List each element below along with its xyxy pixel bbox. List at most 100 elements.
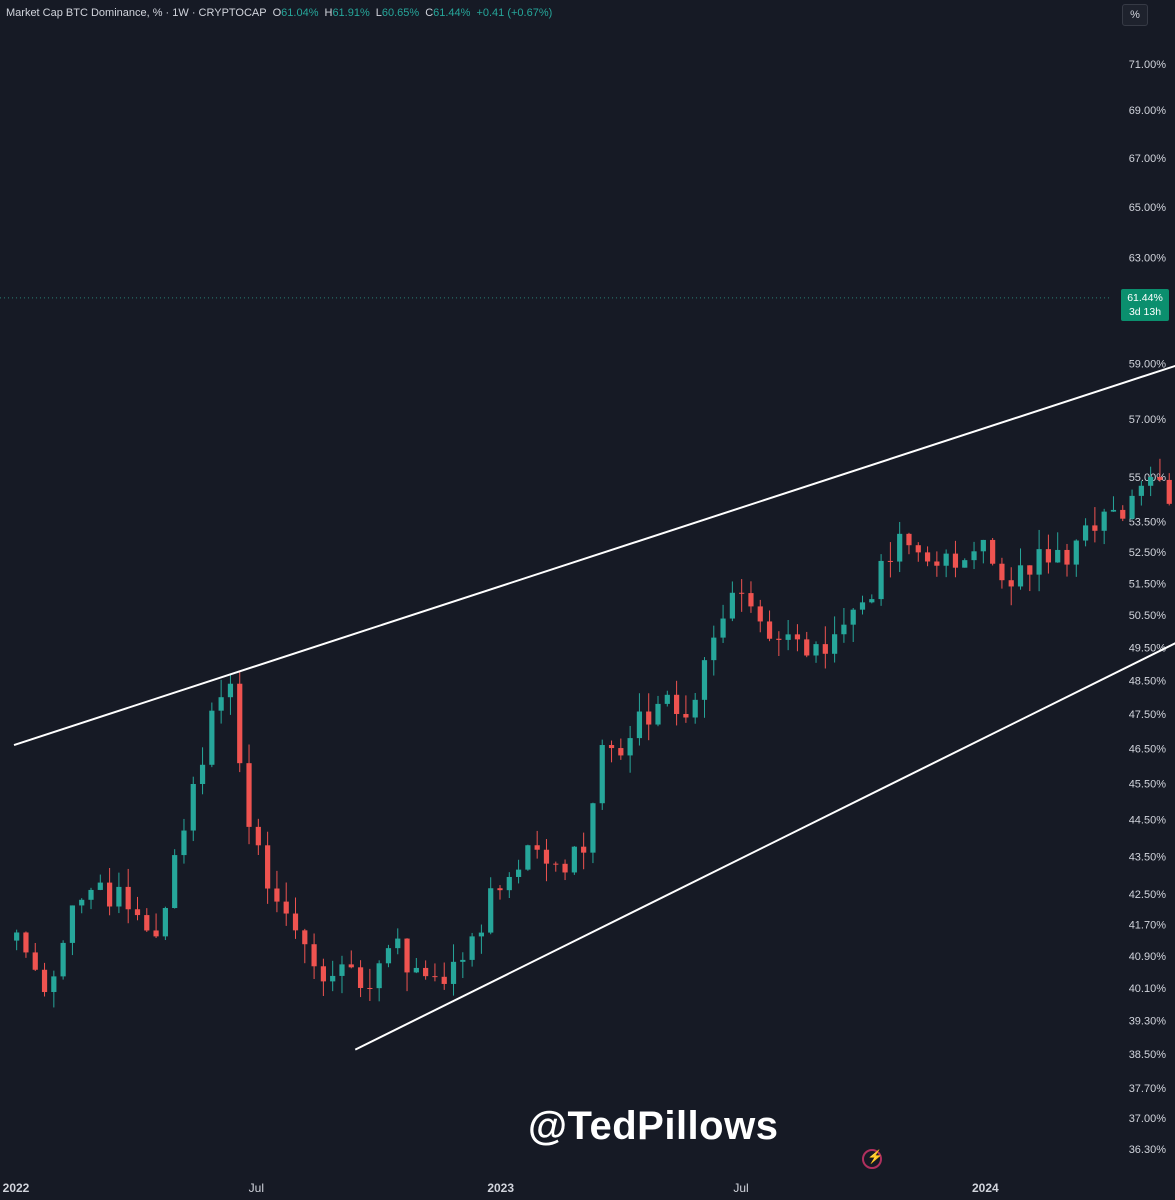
- candle-body: [776, 638, 782, 640]
- candle-body: [562, 863, 568, 873]
- candle-body: [683, 713, 689, 718]
- y-tick-label: 69.00%: [1129, 105, 1167, 117]
- y-tick-label: 67.00%: [1129, 153, 1167, 165]
- candle-body: [748, 593, 754, 607]
- author-watermark: @TedPillows: [528, 1104, 779, 1148]
- candle-body: [543, 849, 550, 864]
- y-tick-label: 63.00%: [1129, 252, 1167, 264]
- symbol-title: Market Cap BTC Dominance, % · 1W · CRYPT…: [6, 7, 267, 19]
- candle-body: [832, 634, 838, 654]
- candle-body: [172, 855, 178, 909]
- candle-body: [181, 830, 187, 856]
- candle-body: [841, 624, 847, 635]
- candle-body: [525, 845, 531, 870]
- y-tick-label: 42.50%: [1129, 889, 1167, 901]
- candle-body: [255, 826, 261, 846]
- y-tick-label: 55.00%: [1129, 472, 1167, 484]
- candle-body: [404, 938, 410, 973]
- candle-body: [125, 886, 131, 910]
- upper-resistance-trendline: [13, 364, 1175, 746]
- last-price-value: 61.44%: [1127, 292, 1163, 304]
- candle-body: [1101, 511, 1107, 531]
- candle-body: [859, 602, 866, 610]
- brand-logo-icon[interactable]: ⚡: [862, 1149, 883, 1169]
- x-tick-label: 2024: [972, 1181, 999, 1195]
- candle-body: [423, 967, 429, 977]
- candle-body: [209, 710, 215, 765]
- y-tick-label: 53.50%: [1129, 517, 1167, 529]
- candle-body: [274, 888, 280, 902]
- y-tick-label: 46.50%: [1129, 743, 1167, 755]
- candle-body: [237, 683, 243, 764]
- candle-body: [1073, 540, 1079, 565]
- candle-body: [311, 944, 317, 967]
- candle-body: [553, 863, 559, 865]
- candle-body: [1166, 479, 1172, 504]
- high-value: 61.91%: [332, 7, 370, 19]
- candle-body: [153, 930, 159, 937]
- candle-body: [878, 560, 884, 600]
- candle-body: [302, 930, 308, 945]
- candle-body: [1055, 549, 1061, 563]
- candle-body: [869, 599, 875, 603]
- candle-body: [711, 637, 717, 661]
- candle-body: [590, 803, 596, 853]
- y-tick-label: 38.50%: [1129, 1049, 1167, 1061]
- candle-body: [1110, 509, 1117, 512]
- candle-body: [924, 552, 931, 562]
- y-tick-label: 49.50%: [1129, 642, 1167, 654]
- candle-body: [292, 913, 299, 931]
- y-tick-label: 57.00%: [1129, 414, 1167, 426]
- candle-body: [1129, 495, 1135, 519]
- candle-body: [581, 846, 587, 853]
- candle-body: [218, 697, 224, 711]
- low-value: 60.65%: [381, 7, 420, 19]
- candle-body: [897, 533, 903, 562]
- candle-body: [952, 553, 959, 568]
- candle-body: [395, 938, 401, 949]
- candle-body: [357, 967, 364, 988]
- candle-body: [906, 533, 912, 546]
- candle-body: [1138, 485, 1144, 496]
- candle-body: [41, 969, 48, 993]
- candle-body: [608, 745, 615, 749]
- candle-body: [348, 964, 354, 968]
- candle-body: [432, 976, 438, 978]
- open-value: 61.04%: [281, 7, 319, 19]
- y-tick-label: 65.00%: [1129, 202, 1167, 214]
- candle-body: [971, 551, 977, 561]
- change-value: +0.41 (+0.67%): [476, 7, 553, 19]
- y-tick-label: 50.50%: [1129, 610, 1167, 622]
- candle-body: [1092, 525, 1098, 531]
- candle-body: [534, 845, 540, 850]
- candle-body: [134, 909, 141, 916]
- y-tick-label: 43.50%: [1129, 851, 1167, 863]
- candle-body: [14, 932, 20, 941]
- candle-body: [488, 888, 494, 933]
- candle-body: [79, 899, 85, 906]
- y-tick-label: 51.50%: [1129, 578, 1167, 590]
- candle-body: [32, 952, 38, 970]
- candle-body: [450, 961, 457, 984]
- candle-body: [757, 606, 763, 622]
- candle-body: [69, 905, 76, 943]
- candle-body: [766, 621, 773, 639]
- candle-body: [701, 660, 708, 700]
- candle-body: [720, 618, 726, 638]
- candle-body: [980, 539, 986, 552]
- candle-body: [739, 592, 745, 594]
- candle-body: [850, 609, 856, 625]
- candle-body: [794, 634, 801, 640]
- y-tick-label: 40.90%: [1129, 951, 1167, 963]
- candle-body: [887, 560, 893, 562]
- y-tick-label: 36.30%: [1129, 1144, 1167, 1156]
- low-label: L: [375, 7, 382, 19]
- percent-scale-button[interactable]: %: [1122, 4, 1148, 26]
- candle-body: [990, 539, 996, 564]
- candle-body: [627, 738, 633, 756]
- candle-body: [320, 966, 326, 982]
- candle-body: [144, 915, 150, 931]
- candle-body: [655, 703, 661, 725]
- x-tick-label: 2023: [487, 1181, 514, 1195]
